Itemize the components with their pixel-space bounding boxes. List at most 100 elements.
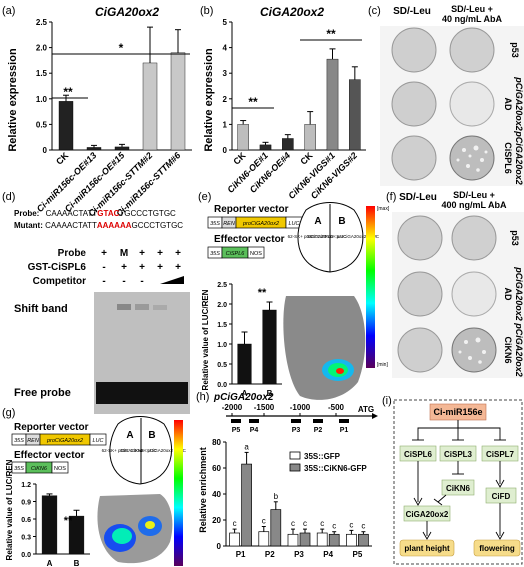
panel-f: (f) SD/-Leu SD/-Leu +400 ng/mL AbA p53 A… [386, 190, 524, 378]
h-letter: c [303, 519, 307, 528]
panel-d-probe-val: + [101, 248, 107, 259]
panel-f-colony-2-2 [451, 271, 497, 317]
panel-g-leaf-b-desc: 35S::CiKN6+ pCiGA20ox2 ::LUC [120, 448, 186, 453]
panel-g-reporter: Reporter vector [14, 422, 89, 433]
h-ytick-label: 40 [212, 490, 221, 499]
panel-g-leaf-a: A [126, 430, 133, 441]
panel-c-row3a: CiSPL6 [503, 142, 513, 174]
svg-text:35S: 35S [14, 438, 24, 444]
panel-h-primer-P3 [291, 419, 301, 423]
panel-h-primer-P4 [249, 419, 259, 423]
h-category-label: P1 [236, 550, 246, 559]
panel-d-gst-val: + [157, 262, 163, 273]
a-ytick-label: 2.0 [36, 44, 48, 53]
svg-text:plant height: plant height [404, 544, 450, 553]
h-letter: a [244, 442, 249, 451]
svg-text:CiSPL3: CiSPL3 [444, 450, 473, 459]
panel-d-lane-values: + M + + + - + + + + - - - [101, 248, 181, 287]
e-ytick-label: 2.0 [217, 302, 227, 309]
panel-c-colony-3-2 [449, 135, 495, 181]
b-bar-1 [237, 124, 249, 151]
panel-h-label: (h) [196, 391, 209, 403]
panel-e: (e) Reporter vector 35S REN proCiGA20ox2… [198, 191, 390, 400]
svg-text:CiSPL6: CiSPL6 [226, 251, 246, 257]
h-category-label: P3 [294, 550, 304, 559]
a-ytick-label: 0.5 [36, 120, 48, 129]
b-bar-5 [326, 58, 339, 151]
h-bar-P2-2 [270, 509, 282, 547]
panel-a-bars: CKCi-miR156c-OE#13Ci-miR156c-OE#15Ci-miR… [35, 26, 186, 219]
panel-b-axes: 0 1 2 3 4 5 [223, 18, 366, 155]
g-ytick-label: 1.2 [21, 482, 31, 489]
svg-text:CiFD: CiFD [492, 492, 511, 501]
panel-d-shift-band: Shift band [14, 303, 68, 315]
svg-text:CiGA20ox2: CiGA20ox2 [406, 510, 449, 519]
b-bar-4 [304, 124, 316, 151]
panel-i-node-height [399, 539, 455, 557]
panel-i-node-fd [485, 487, 517, 504]
h-bar-P4-2 [328, 533, 340, 547]
panel-h-legend1: 35S::GFP [304, 452, 341, 461]
panel-h-primer-label: P2 [314, 427, 323, 434]
h-bar-P4-1 [316, 532, 328, 547]
g-category-label: A [47, 559, 53, 567]
panel-e-axes: 0.0 0.5 1.0 1.5 2.0 2.5 [217, 282, 282, 389]
panel-b-sig2: ** [326, 27, 336, 41]
panel-a-sig2: * [119, 41, 124, 55]
panel-d-probe-line: Probe: CAAAACTATTGTACTGCCCTGTGC [14, 209, 176, 218]
b-bar-6 [349, 79, 361, 151]
panel-d-label: (d) [2, 191, 15, 203]
e-ytick-label: 1.0 [217, 342, 227, 349]
panel-h-atg: ATG [358, 405, 374, 414]
panel-f-label: (f) [386, 191, 396, 203]
h-category-label: P2 [265, 550, 275, 559]
panel-b: (b) CiGA20ox2 Relative expression 0 1 2 3 4 5… [200, 5, 366, 201]
svg-text:CiSPL7: CiSPL7 [486, 450, 515, 459]
panel-d-comp-row: Competitor [33, 276, 86, 287]
a-ytick-label: 1.5 [36, 69, 48, 78]
svg-text:NOS: NOS [250, 251, 262, 257]
panel-e-leaf-b-desc: 35S::CiSPL6+ proCiGA20ox2 ::LUC [307, 234, 380, 239]
svg-text:Ci-miR156e: Ci-miR156e [433, 407, 482, 417]
panel-d-probe-val: + [175, 248, 181, 259]
h-bar-P3-2 [299, 532, 311, 547]
h-ytick-label: 60 [212, 464, 221, 473]
panel-f-row2a: AD [503, 288, 513, 301]
panel-i: (i) Ci-miR156e CiSPL6 CiSPL3 CiSPL7 CiKN… [382, 395, 523, 565]
svg-text:NOS: NOS [54, 466, 66, 472]
h-letter: c [332, 522, 336, 531]
panel-h-legend2: 35S::CiKN6-GFP [304, 464, 367, 473]
panel-c-colony-1-1 [391, 27, 437, 73]
panel-a-label: (a) [2, 5, 15, 17]
panel-d-probe-val: + [139, 248, 145, 259]
h-ytick-label: 80 [212, 438, 221, 447]
panel-g-ylabel: Relative value of LUC/REN [5, 459, 14, 560]
panel-f-row3b: pCiGA20ox2 [514, 322, 524, 377]
h-category-label: P4 [323, 550, 333, 559]
panel-h-atg-arrow [372, 413, 378, 419]
panel-e-leaf-b: B [338, 216, 345, 227]
panel-g-label: (g) [2, 407, 15, 419]
panel-c-row3b: pCiGA20ox2 [514, 130, 524, 185]
panel-h-legend-swatch-2 [289, 463, 301, 472]
g-bar-1 [41, 495, 58, 555]
panel-d-comp-val: - [122, 276, 125, 287]
panel-h-legend-swatch-1 [289, 451, 301, 460]
svg-text:CiSPL6: CiSPL6 [404, 450, 433, 459]
panel-c-colony-2-2 [449, 81, 495, 127]
h-category-label: P5 [353, 550, 363, 559]
panel-d-gst-val: + [139, 262, 145, 273]
panel-a-title: CiGA20ox2 [95, 5, 159, 19]
a-bar-1 [58, 101, 74, 151]
svg-text:CiKN6: CiKN6 [446, 484, 471, 493]
b-bar-2 [259, 144, 272, 151]
panel-c-col2: SD/-Leu +40 ng/mL AbA [442, 4, 503, 24]
e-ytick-label: 2.5 [217, 282, 227, 289]
b-ytick-label: 3 [223, 69, 228, 78]
panel-d-gst-val: - [102, 262, 105, 273]
svg-text:35S: 35S [210, 221, 220, 227]
panel-e-scale-bottom: [min] [377, 362, 388, 368]
panel-e-sig: ** [258, 287, 267, 299]
